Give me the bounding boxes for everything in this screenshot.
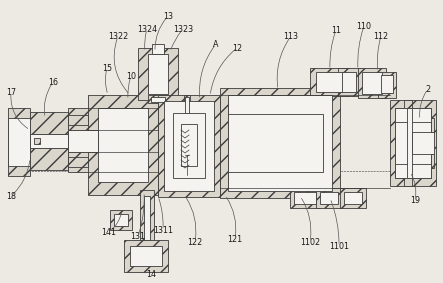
Bar [412,154,434,168]
Bar [395,122,431,164]
Bar [228,95,332,191]
Bar [316,72,344,92]
Bar [30,134,68,148]
Bar [228,100,323,114]
Bar [130,246,162,266]
Text: 10: 10 [126,72,136,81]
Bar [294,192,316,204]
Text: 12: 12 [232,44,242,53]
Bar [378,72,396,98]
Bar [30,148,68,170]
Text: 11: 11 [331,26,341,35]
Bar [8,108,30,176]
Text: 121: 121 [227,235,243,244]
Text: 17: 17 [6,88,16,97]
Bar [114,214,128,226]
Bar [178,120,200,170]
Text: 19: 19 [410,196,420,205]
Text: 141: 141 [101,228,117,237]
Text: 13: 13 [163,12,173,21]
Bar [412,118,434,132]
Bar [68,130,98,152]
Text: 1102: 1102 [300,238,320,247]
Bar [148,54,168,94]
Bar [390,100,436,186]
Bar [110,210,132,230]
Bar [395,108,431,122]
Bar [290,188,320,208]
Bar [342,72,356,92]
Bar [344,192,362,204]
Text: 112: 112 [373,32,389,41]
Bar [381,75,393,93]
Text: 14: 14 [146,270,156,279]
Bar [358,68,386,98]
Bar [152,44,164,54]
Bar [407,108,412,178]
Bar [184,95,190,115]
Text: 2: 2 [425,85,431,94]
Text: 122: 122 [187,238,202,247]
Text: 1324: 1324 [137,25,157,34]
Bar [181,124,197,166]
Bar [98,108,148,182]
Bar [164,101,214,191]
Bar [185,97,189,113]
Bar [340,188,366,208]
Text: 110: 110 [357,22,372,31]
Text: 131: 131 [131,232,145,241]
Bar [30,112,68,134]
Bar [168,108,210,184]
Bar [362,72,382,94]
Bar [68,115,88,125]
Bar [310,68,350,96]
Bar [228,114,323,172]
Bar [88,95,158,195]
Bar [8,118,30,166]
Bar [228,172,323,186]
Bar [395,164,431,178]
Bar [68,108,98,130]
Bar [158,95,220,197]
Bar [34,138,40,144]
Text: 15: 15 [102,64,112,73]
Bar [338,68,360,96]
Text: 113: 113 [284,32,299,41]
Text: 16: 16 [48,78,58,87]
Bar [395,108,431,178]
Bar [144,196,150,240]
Bar [68,157,88,167]
Text: 1323: 1323 [173,25,193,34]
Text: 1322: 1322 [108,32,128,41]
Bar [138,48,178,100]
Bar [151,97,165,102]
Text: A: A [213,40,219,49]
Bar [68,152,98,172]
Bar [220,88,340,198]
Text: 1311: 1311 [153,226,173,235]
Bar [316,188,342,208]
Bar [140,190,154,246]
Bar [412,132,434,154]
Text: 18: 18 [6,192,16,201]
Text: 1101: 1101 [329,242,349,251]
Bar [124,240,168,272]
Bar [320,192,338,204]
Bar [173,113,205,178]
Bar [148,95,168,103]
Bar [404,100,412,186]
